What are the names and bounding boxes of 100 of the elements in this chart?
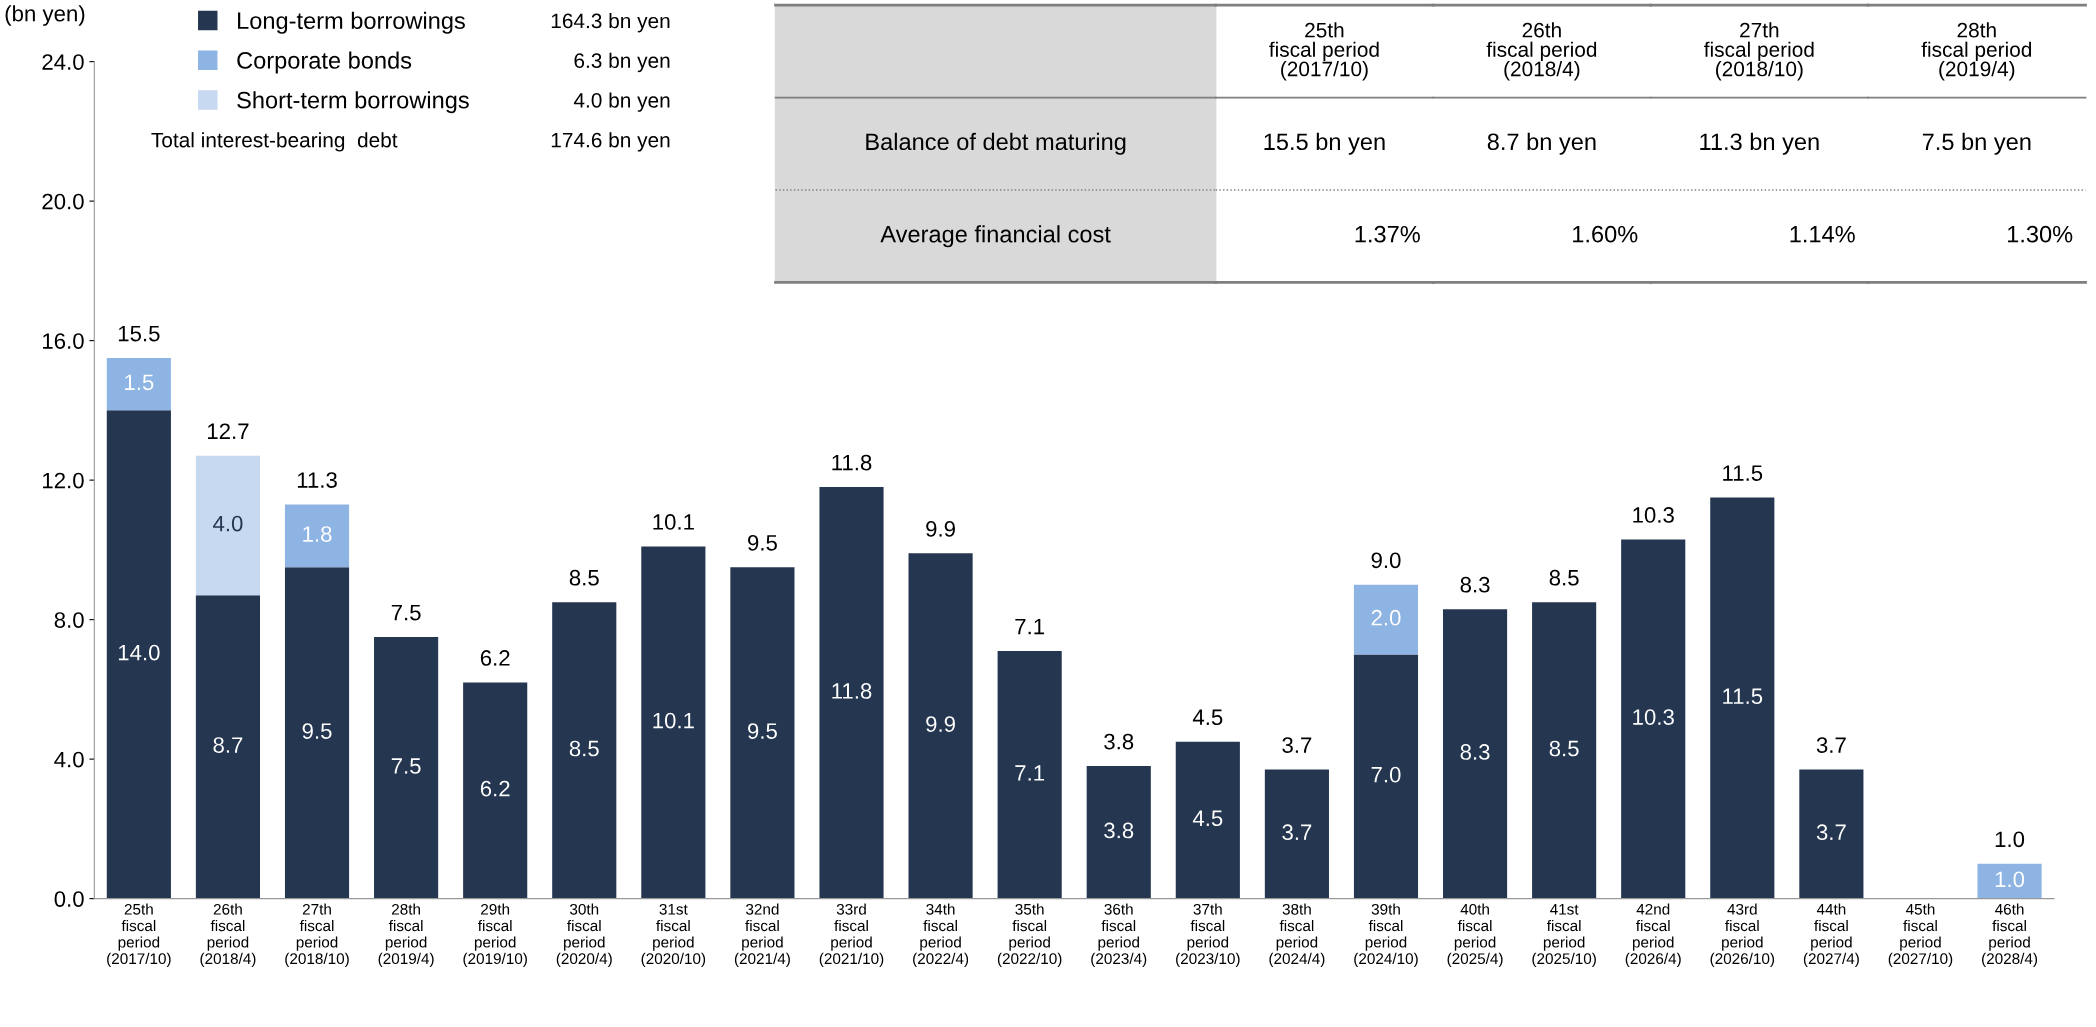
data-label: 7.0 bbox=[1371, 766, 1401, 783]
x-tick-label: 25th fiscal period (2017/10) bbox=[107, 903, 171, 968]
bar bbox=[1977, 863, 2042, 899]
annotation: 25th fiscal period (2017/10) bbox=[1269, 22, 1379, 81]
bar bbox=[997, 651, 1062, 899]
x-tick-label: 33rd fiscal period (2021/10) bbox=[819, 903, 884, 968]
x-tick-label: 38th fiscal period (2024/4) bbox=[1269, 903, 1325, 968]
total-label: 11.8 bbox=[832, 454, 872, 471]
bar bbox=[374, 637, 439, 899]
data-label: 1.5 bbox=[125, 374, 154, 391]
annotation: 174.6 bn yen bbox=[551, 132, 670, 152]
data-label: 8.3 bbox=[1460, 744, 1490, 760]
bar bbox=[1799, 769, 1864, 899]
data-label: 14.0 bbox=[118, 644, 160, 661]
total-label: 4.5 bbox=[1192, 709, 1223, 726]
legend-label: Short-term borrowings bbox=[237, 91, 469, 114]
y-tick-label: 16.0 bbox=[43, 333, 84, 349]
data-label: 7.1 bbox=[1015, 765, 1045, 781]
data-label: 3.7 bbox=[1816, 824, 1846, 841]
bar bbox=[106, 410, 171, 899]
x-tick-label: 28th fiscal period (2019/4) bbox=[378, 903, 434, 968]
x-tick-label: 43rd fiscal period (2026/10) bbox=[1710, 903, 1775, 968]
data-label: 8.7 bbox=[213, 737, 243, 753]
legend-label: Corporate bonds bbox=[237, 51, 412, 74]
total-label: 7.1 bbox=[1015, 618, 1045, 635]
x-tick-label: 26th fiscal period (2018/4) bbox=[200, 903, 256, 968]
x-tick-label: 32nd fiscal period (2021/4) bbox=[734, 903, 790, 968]
annotation: 4.0 bn yen bbox=[573, 92, 670, 112]
legend-label: Long-term borrowings bbox=[238, 11, 465, 34]
annotation: 1.37% bbox=[1355, 225, 1420, 243]
x-tick-label: 27th fiscal period (2018/10) bbox=[285, 903, 349, 968]
data-label: 4.0 bbox=[213, 515, 243, 532]
x-tick-label: 29th fiscal period (2019/10) bbox=[463, 903, 527, 968]
total-label: 6.2 bbox=[480, 650, 510, 666]
x-tick-label: 41st fiscal period (2025/10) bbox=[1532, 904, 1596, 968]
bar bbox=[552, 602, 617, 899]
total-label: 8.5 bbox=[569, 569, 599, 586]
annotation: 11.3 bn yen bbox=[1700, 132, 1819, 155]
bar bbox=[1353, 584, 1419, 655]
x-tick-label: 46th fiscal period (2028/4) bbox=[1982, 903, 2038, 968]
annotation: 26th fiscal period (2018/4) bbox=[1486, 22, 1597, 81]
data-label: 11.8 bbox=[832, 683, 872, 699]
bar bbox=[1353, 654, 1419, 899]
bar bbox=[908, 553, 973, 899]
y-tick-label: 4.0 bbox=[54, 751, 84, 768]
x-tick-label: 40th fiscal period (2025/4) bbox=[1447, 903, 1503, 968]
annotation: 8.7 bn yen bbox=[1487, 132, 1596, 155]
y-tick-label: 8.0 bbox=[54, 612, 84, 628]
x-tick-label: 42nd fiscal period (2026/4) bbox=[1625, 903, 1681, 968]
y-tick-label: 0.0 bbox=[54, 891, 84, 907]
y-axis-title: (bn yen) bbox=[5, 5, 85, 26]
annotation: Average financial cost bbox=[880, 225, 1111, 248]
annotation: 1.60% bbox=[1573, 225, 1638, 243]
total-label: 8.5 bbox=[1549, 569, 1579, 586]
total-label: 1.0 bbox=[1995, 831, 2025, 848]
bar bbox=[1532, 602, 1597, 899]
annotation: 27th fiscal period (2018/10) bbox=[1704, 22, 1814, 81]
annotation: 1.30% bbox=[2008, 225, 2073, 243]
data-label: 9.9 bbox=[926, 716, 955, 732]
bar bbox=[641, 546, 706, 899]
data-label: 6.2 bbox=[480, 780, 510, 797]
annotation: 7.5 bn yen bbox=[1922, 132, 2031, 155]
bar bbox=[284, 567, 350, 899]
data-label: 10.3 bbox=[1633, 709, 1674, 725]
bar bbox=[1175, 741, 1240, 899]
annotation: 6.3 bn yen bbox=[574, 52, 670, 73]
total-label: 9.9 bbox=[926, 521, 955, 537]
bar bbox=[1264, 769, 1329, 899]
total-label: 7.5 bbox=[391, 604, 421, 621]
y-tick-label: 12.0 bbox=[43, 472, 84, 489]
data-label: 1.0 bbox=[1995, 871, 2025, 888]
total-label: 3.7 bbox=[1282, 737, 1312, 753]
bar bbox=[1710, 497, 1775, 899]
x-tick-label: 35th fiscal period (2022/10) bbox=[997, 903, 1062, 968]
bar bbox=[1086, 766, 1151, 899]
x-tick-label: 45th fiscal period (2027/10) bbox=[1888, 903, 1953, 968]
data-label: 9.5 bbox=[748, 723, 777, 739]
y-tick-label: 20.0 bbox=[42, 193, 84, 210]
total-label: 9.5 bbox=[748, 534, 777, 551]
data-label: 3.8 bbox=[1104, 822, 1134, 839]
data-label: 7.5 bbox=[391, 758, 421, 774]
total-label: 9.0 bbox=[1371, 552, 1401, 569]
bar bbox=[1442, 609, 1508, 899]
bar bbox=[1621, 539, 1686, 899]
x-tick-label: 37th fiscal period (2023/10) bbox=[1176, 903, 1240, 968]
bar bbox=[730, 567, 795, 899]
x-tick-label: 44th fiscal period (2027/4) bbox=[1803, 903, 1859, 968]
bar bbox=[195, 455, 261, 596]
data-label: 8.5 bbox=[1549, 740, 1579, 757]
annotation: Balance of debt maturing bbox=[866, 132, 1126, 155]
data-label: 11.5 bbox=[1723, 688, 1763, 705]
data-label: 10.1 bbox=[653, 712, 694, 729]
total-label: 10.3 bbox=[1633, 507, 1674, 523]
total-label: 10.1 bbox=[653, 514, 694, 530]
data-label: 1.8 bbox=[303, 526, 332, 542]
bar bbox=[463, 682, 528, 899]
total-label: 11.5 bbox=[1723, 465, 1763, 481]
x-tick-label: 39th fiscal period (2024/10) bbox=[1354, 903, 1418, 968]
bar bbox=[819, 487, 884, 899]
x-tick-label: 30th fiscal period (2020/4) bbox=[556, 903, 612, 968]
